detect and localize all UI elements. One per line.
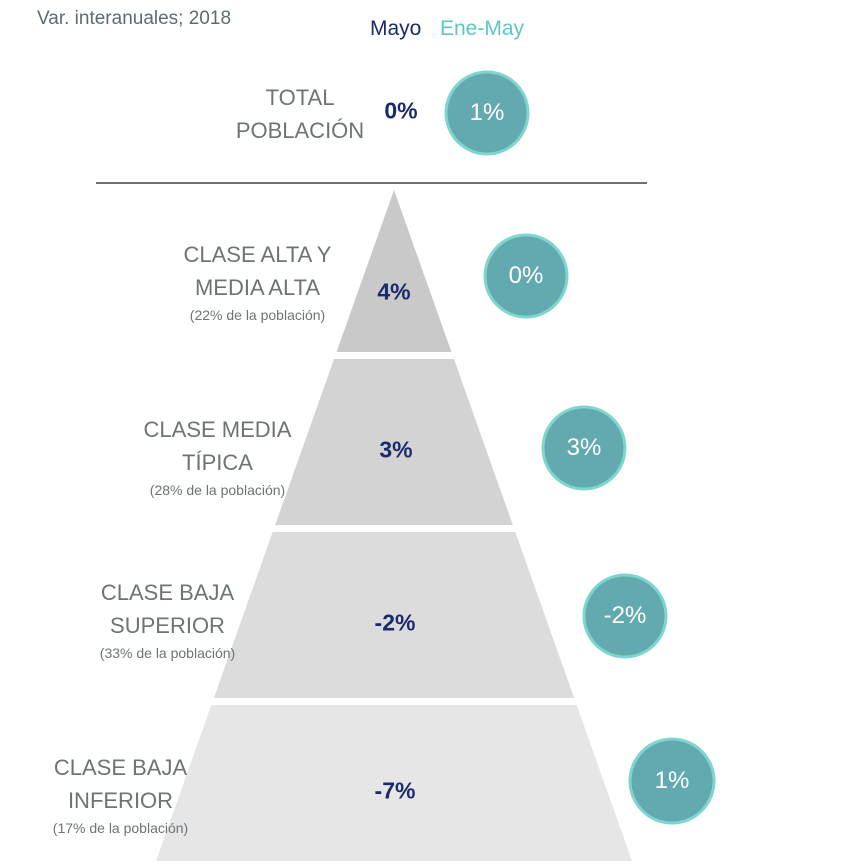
ene-may-bubble [541,405,627,491]
total-label: TOTAL POBLACIÓN [215,81,385,147]
ene-may-bubble [444,70,530,156]
row-label-line-1: CLASE BAJA [100,580,235,605]
ene-may-bubbles [444,70,716,825]
total-label-line-2: POBLACIÓN [235,118,365,143]
total-label-line-1: TOTAL [265,85,335,110]
row-mayo-value: -7% [374,777,416,804]
row-population-share: (28% de la población) [149,482,286,498]
row-population-share: (17% de la población) [52,820,189,836]
pyramid-tier [336,190,452,352]
row-label-line-2: SUPERIOR [110,613,225,638]
ene-may-bubble [483,233,569,319]
row-population-share: (22% de la población) [189,307,326,323]
row-label-line-2: MEDIA ALTA [194,275,321,300]
pyramid-tier [213,532,575,698]
row-ene-may-value: 0% [508,262,544,289]
row-label-clase-media: CLASE MEDIA TÍPICA (28% de la población) [105,413,330,501]
row-ene-may-value: 1% [654,767,690,794]
pyramid-tier [275,359,513,525]
row-label-line-2: INFERIOR [67,788,174,813]
row-label-line-2: TÍPICA [182,450,253,475]
row-label-line-1: CLASE BAJA [53,755,188,780]
legend-ene-may: Ene-May [440,17,525,40]
pyramid-tier [156,705,632,861]
row-label-clase-baja-superior: CLASE BAJA SUPERIOR (33% de la población… [55,576,280,664]
row-label-clase-alta: CLASE ALTA Y MEDIA ALTA (22% de la pobla… [145,238,370,326]
row-mayo-value: 3% [379,436,413,463]
row-mayo-value: 4% [377,278,411,305]
total-ene-may-value: 1% [469,99,505,126]
chart-subtitle: Var. interanuales; 2018 [37,8,232,29]
row-label-clase-baja-inferior: CLASE BAJA INFERIOR (17% de la población… [8,751,233,839]
total-mayo-value: 0% [384,97,418,124]
row-population-share: (33% de la población) [99,645,236,661]
ene-may-bubble [628,737,716,825]
legend-mayo: Mayo [370,17,422,40]
pyramid-tiers [156,190,632,861]
row-label-line-1: CLASE ALTA Y [183,242,332,267]
row-mayo-value: -2% [374,609,416,636]
row-label-line-1: CLASE MEDIA [143,417,292,442]
row-ene-may-value: -2% [603,602,647,629]
row-ene-may-value: 3% [566,434,602,461]
ene-may-bubble [582,573,668,659]
